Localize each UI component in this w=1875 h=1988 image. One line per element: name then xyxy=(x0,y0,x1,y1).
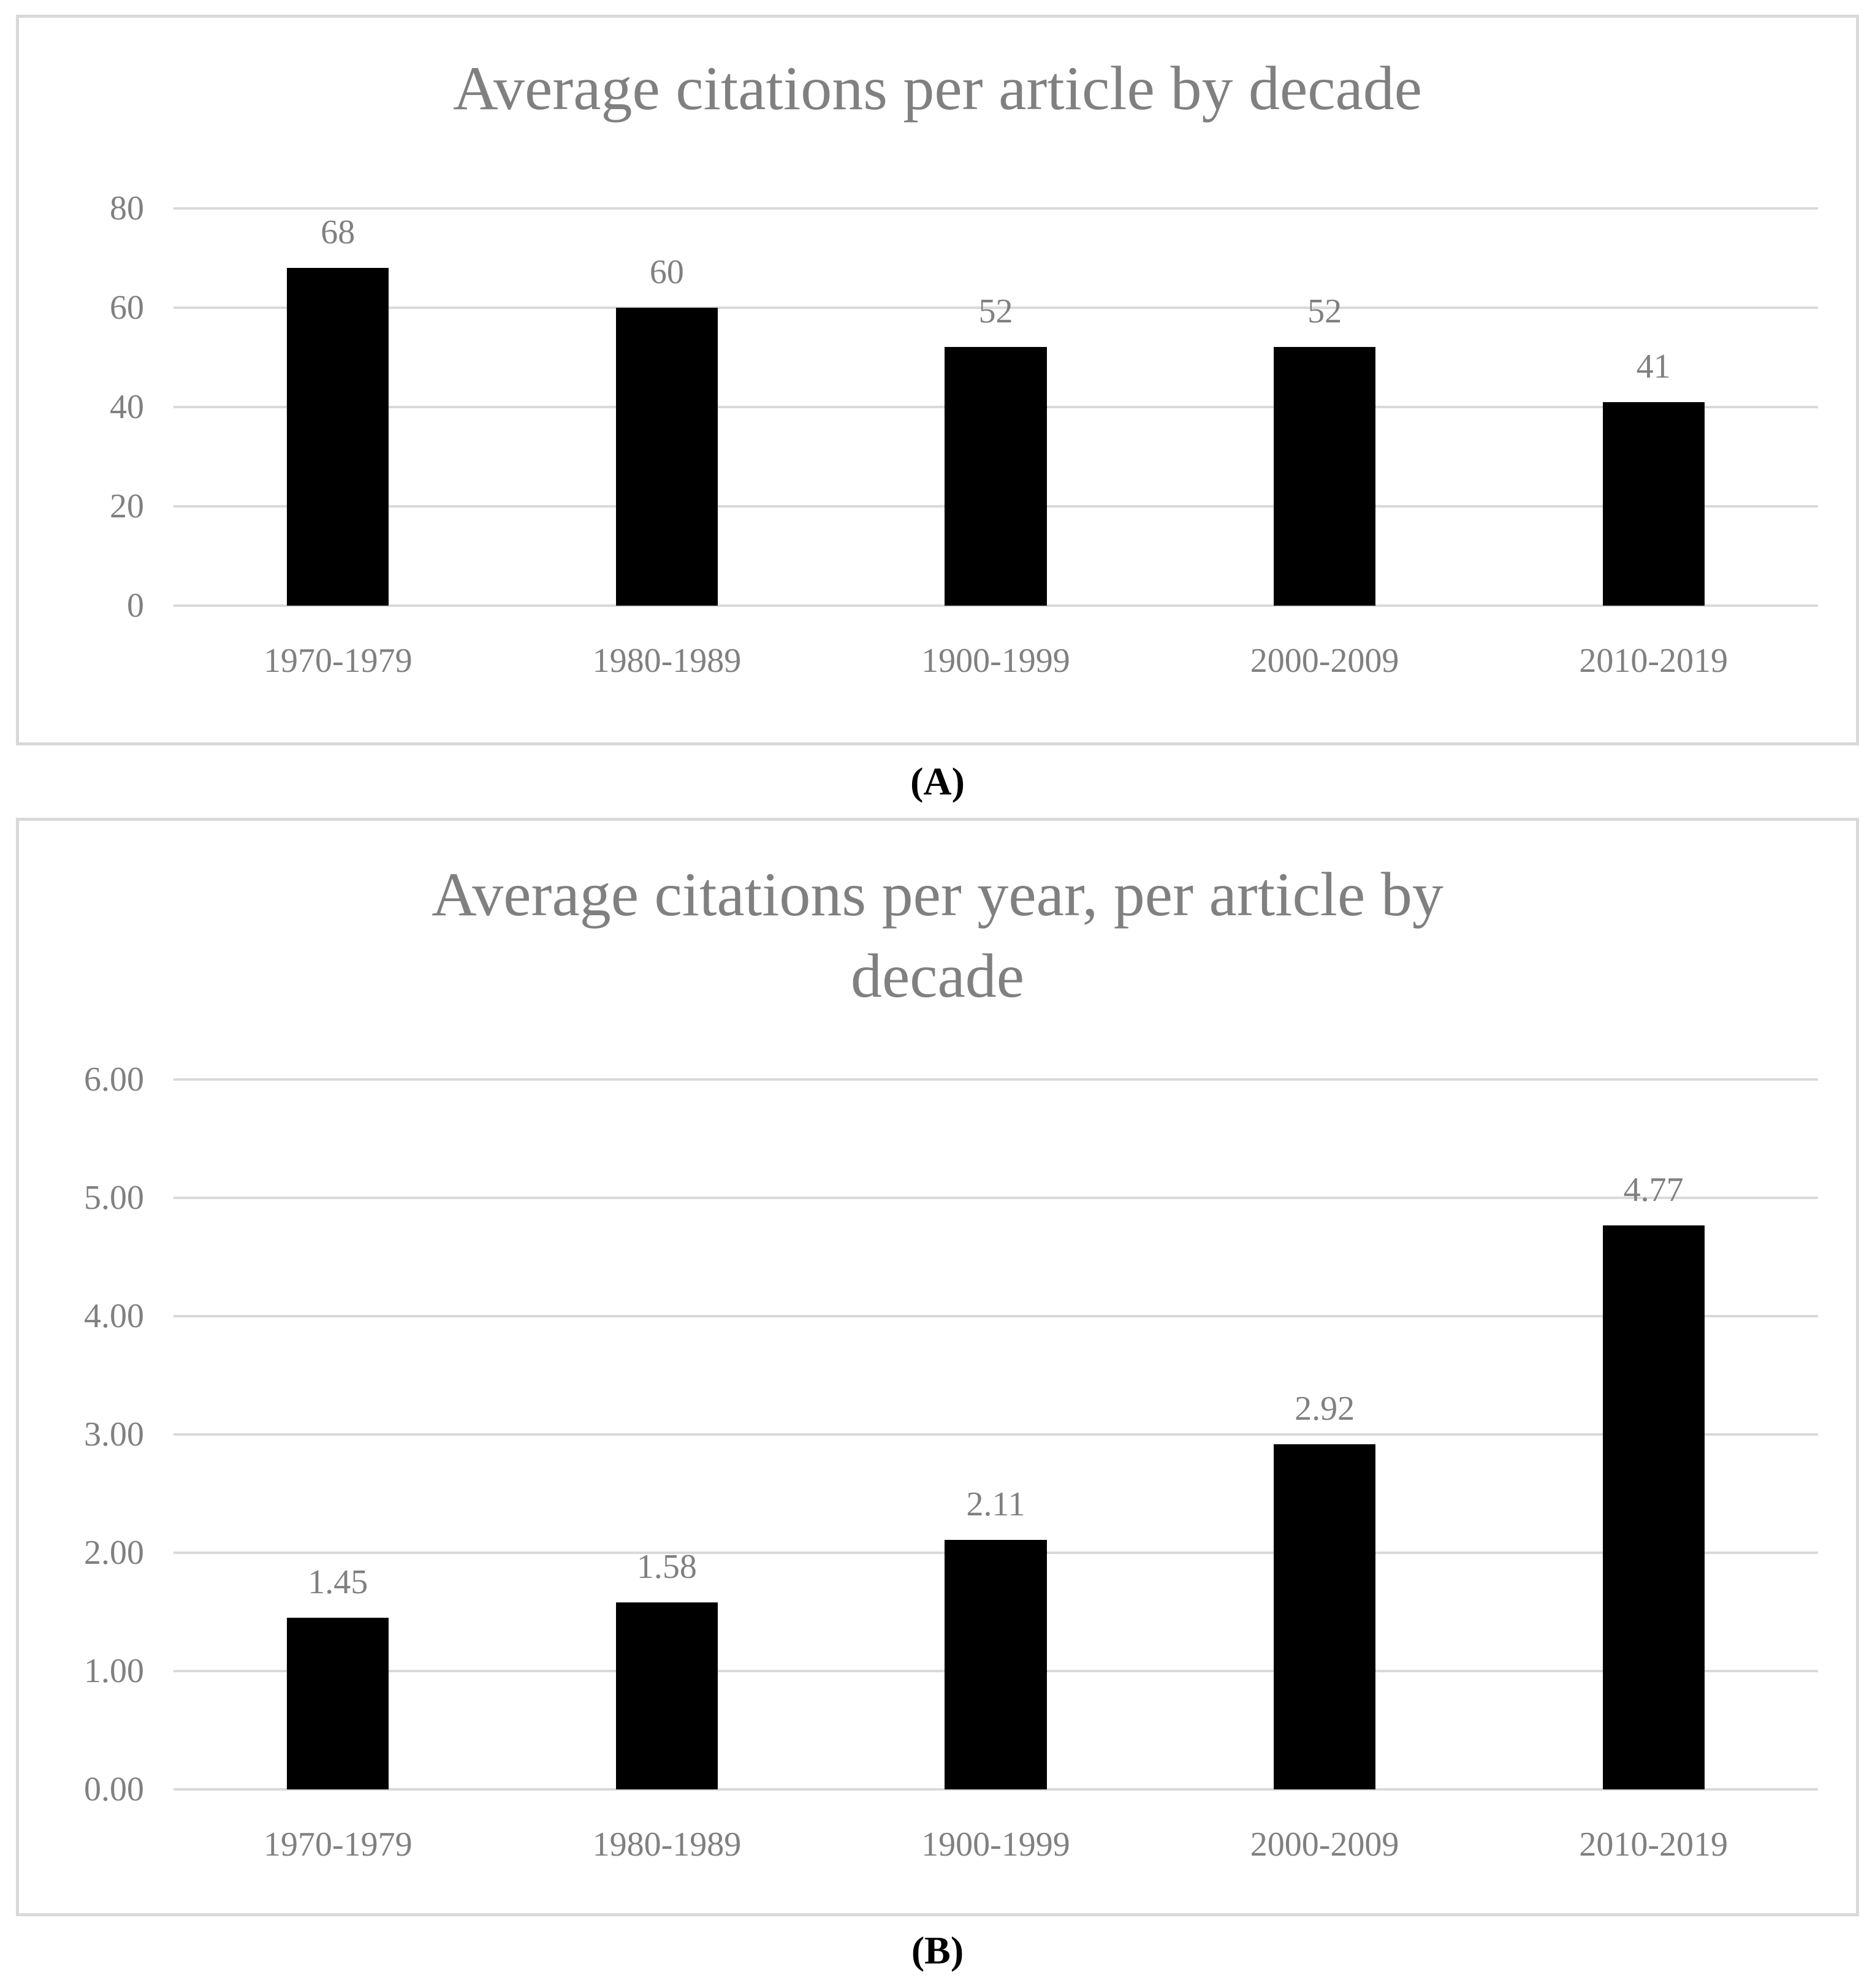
gridline xyxy=(173,1315,1818,1318)
bar-1980-1989 xyxy=(615,1602,718,1790)
x-axis: 1970-1979 1980-1989 1900-1999 2000-2009 2010… xyxy=(173,606,1818,678)
bar-slot: 41 xyxy=(1489,208,1818,606)
bar-series: 68 60 52 52 41 xyxy=(173,208,1818,606)
x-axis: 1970-1979 1980-1989 1900-1999 2000-2009 2010… xyxy=(173,1789,1818,1862)
bar-2010-2019 xyxy=(1602,1225,1705,1790)
x-axis-category-label: 2000-2009 xyxy=(1250,1826,1399,1864)
chart-panel-b: Average citations per year, per article … xyxy=(16,818,1859,1916)
bar-slot: 68 xyxy=(173,208,503,606)
plot-area: 80 60 40 20 0 68 60 52 52 41 xyxy=(110,191,1818,623)
bar-1970-1979 xyxy=(287,267,389,606)
bar-slot: 2.11 xyxy=(831,1080,1160,1790)
bar-1980-1989 xyxy=(615,307,718,606)
gridline xyxy=(173,604,1818,607)
y-axis-tick-label: 60 xyxy=(110,288,144,327)
bar-1900-1999 xyxy=(945,347,1047,606)
bar-2010-2019 xyxy=(1602,402,1705,606)
bar-2000-2009 xyxy=(1273,347,1376,606)
y-axis-tick-label: 5.00 xyxy=(84,1179,144,1217)
y-axis-tick-label: 40 xyxy=(110,387,144,426)
bar-slot: 52 xyxy=(831,208,1160,606)
bar-series: 1.45 1.58 2.11 2.92 4.77 xyxy=(173,1080,1818,1790)
chart-panel-a: Average citations per article by decade … xyxy=(16,15,1859,745)
bar-slot: 60 xyxy=(503,208,832,606)
bar-1970-1979 xyxy=(287,1618,389,1790)
x-axis-category-label: 1970-1979 xyxy=(263,1826,413,1864)
y-axis-tick-label: 4.00 xyxy=(84,1297,144,1336)
y-axis-tick-label: 1.00 xyxy=(84,1652,144,1691)
bar-value-label: 4.77 xyxy=(1623,1170,1684,1209)
bar-slot: 4.77 xyxy=(1489,1080,1818,1790)
bar-slot: 52 xyxy=(1160,208,1489,606)
x-axis-category-label: 2010-2019 xyxy=(1579,641,1728,680)
gridline xyxy=(173,207,1818,210)
chart-title-line: Average citations per article by decade xyxy=(452,54,1423,123)
x-axis-category-label: 1900-1999 xyxy=(921,641,1070,680)
plot-area: 6.00 5.00 4.00 3.00 2.00 1.00 0.00 1.45 1.58 2.1… xyxy=(84,1062,1818,1807)
bar-value-label: 2.11 xyxy=(966,1485,1025,1523)
y-axis-tick-label: 3.00 xyxy=(84,1415,144,1454)
gridline xyxy=(173,1788,1818,1791)
gridline xyxy=(173,1078,1818,1081)
bar-slot: 1.58 xyxy=(503,1080,832,1790)
bar-value-label: 2.92 xyxy=(1295,1389,1355,1428)
panel-caption-b: (B) xyxy=(911,1929,964,1972)
x-axis-category-label: 1980-1989 xyxy=(592,641,742,680)
x-axis-category-label: 2000-2009 xyxy=(1250,641,1399,680)
bar-value-label: 41 xyxy=(1636,347,1671,386)
x-axis-category-label: 1900-1999 xyxy=(921,1826,1070,1864)
y-axis-tick-label: 0.00 xyxy=(84,1770,144,1809)
bar-slot: 1.45 xyxy=(173,1080,503,1790)
y-axis-tick-label: 80 xyxy=(110,189,144,227)
bar-slot: 2.92 xyxy=(1160,1080,1489,1790)
bar-value-label: 60 xyxy=(649,253,684,291)
chart-title: Average citations per year, per article … xyxy=(19,855,1856,1017)
bar-2000-2009 xyxy=(1273,1444,1376,1790)
bar-value-label: 68 xyxy=(321,213,356,251)
panel-caption-a: (A) xyxy=(910,760,965,803)
y-axis-tick-label: 2.00 xyxy=(84,1534,144,1572)
chart-title-line: Average citations per year, per article … xyxy=(432,860,1443,929)
y-axis-tick-label: 20 xyxy=(110,487,144,525)
y-axis-tick-label: 6.00 xyxy=(84,1061,144,1099)
x-axis-category-label: 1970-1979 xyxy=(263,641,413,680)
chart-title-line: decade xyxy=(850,941,1025,1011)
gridline xyxy=(173,1197,1818,1200)
bar-1900-1999 xyxy=(945,1539,1047,1790)
bar-value-label: 52 xyxy=(978,292,1013,331)
figure: Average citations per article by decade … xyxy=(0,15,1875,1985)
chart-title: Average citations per article by decade xyxy=(19,48,1856,130)
bar-value-label: 52 xyxy=(1307,292,1342,331)
gridline xyxy=(173,306,1818,309)
x-axis-category-label: 1980-1989 xyxy=(592,1826,742,1864)
y-axis-tick-label: 0 xyxy=(127,586,144,625)
gridline xyxy=(173,1433,1818,1436)
bar-value-label: 1.45 xyxy=(308,1563,368,1602)
x-axis-category-label: 2010-2019 xyxy=(1579,1826,1728,1864)
bar-value-label: 1.58 xyxy=(636,1548,697,1586)
